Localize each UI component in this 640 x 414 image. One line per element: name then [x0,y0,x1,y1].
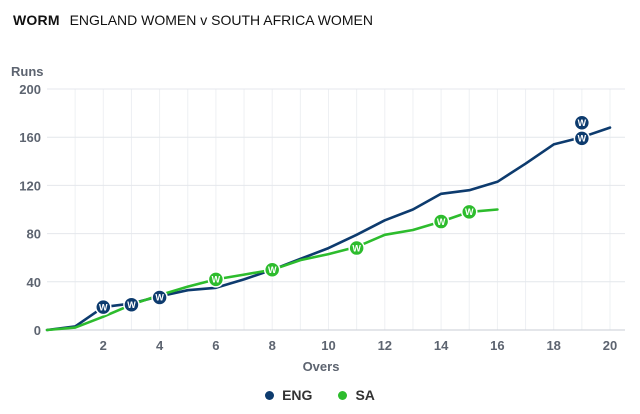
axes: Runs Overs 0 40 80 120 160 200 2 4 6 8 10 12 14 16 18 2… [11,64,617,374]
wicket-label: W [127,300,136,310]
chart-header: WORM ENGLAND WOMEN v SOUTH AFRICA WOMEN [13,12,373,28]
x-tick-label: 8 [269,338,276,353]
wicket-label: W [437,217,446,227]
wicket-label: W [578,134,587,144]
wicket-marker-sa[interactable]: W [461,203,478,221]
x-tick-label: 20 [603,338,617,353]
gridlines [47,88,625,331]
legend-item-eng[interactable]: ENG [265,387,312,403]
wicket-marker-sa[interactable]: W [348,239,365,257]
wicket-label: W [465,207,474,217]
x-tick-label: 6 [212,338,219,353]
wicket-dot [207,271,225,288]
wicket-label: W [99,302,108,312]
legend-item-sa[interactable]: SA [338,387,375,403]
wicket-dot [151,289,168,306]
x-tick-label: 14 [434,338,449,353]
y-tick-label: 0 [34,323,41,338]
y-axis-title: Runs [11,64,44,79]
x-tick-label: 10 [321,338,335,353]
wicket-label: W [268,265,277,275]
x-tick-label: 4 [156,338,164,353]
y-tick-label: 120 [19,178,41,193]
x-tick-label: 16 [490,338,504,353]
y-tick-label: 200 [19,82,41,97]
legend-label-eng: ENG [282,387,313,403]
wicket-dot [263,261,281,278]
wicket-label: W [578,118,587,128]
legend-swatch-sa [338,390,348,400]
legend-label-sa: SA [355,387,375,403]
wicket-marker-eng[interactable]: W [151,289,168,306]
legend-swatch-eng [265,390,275,400]
wicket-dot [95,298,112,316]
x-tick-label: 2 [100,338,107,353]
wicket-marker-eng[interactable]: W [573,130,591,147]
x-axis-title: Overs [303,359,340,374]
wicket-dot [573,130,591,147]
wicket-label: W [352,243,361,253]
wicket-label: W [155,293,164,303]
match-title: ENGLAND WOMEN v SOUTH AFRICA WOMEN [69,12,373,28]
wicket-dot [123,296,140,313]
wicket-dot [432,213,450,230]
y-tick-label: 160 [19,130,41,145]
wicket-label: W [212,275,221,285]
wicket-marker-sa[interactable]: W [432,213,450,230]
y-tick-label: 80 [27,227,41,242]
legend: ENG SA [0,387,640,403]
worm-chart: Runs Overs 0 40 80 120 160 200 2 4 6 8 10 12 14 16 18 2… [11,64,625,374]
wicket-dot [461,203,478,221]
y-tick-label: 40 [27,275,41,290]
wicket-marker-sa[interactable]: W [207,271,225,288]
wicket-marker-sa[interactable]: W [263,261,281,278]
wicket-marker-eng[interactable]: W [573,114,591,131]
wicket-dot [348,239,365,257]
x-tick-label: 18 [546,338,560,353]
wicket-marker-eng[interactable]: W [123,296,140,313]
x-tick-label: 12 [378,338,392,353]
wicket-marker-eng[interactable]: W [95,298,112,316]
chart-type-label: WORM [13,12,60,28]
